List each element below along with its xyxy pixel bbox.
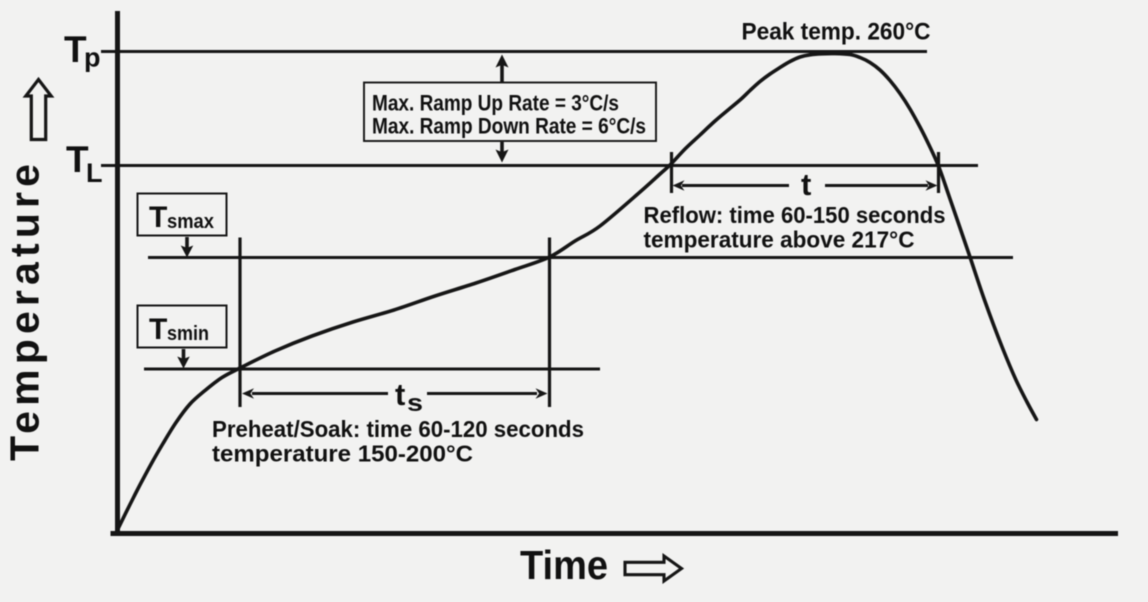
svg-text:Reflow: time 60-150 seconds: Reflow: time 60-150 seconds	[644, 202, 946, 228]
svg-text:T: T	[149, 201, 167, 234]
svg-text:Peak temp. 260°C: Peak temp. 260°C	[742, 19, 931, 46]
svg-text:Time: Time	[520, 542, 608, 588]
svg-text:Preheat/Soak: time 60-120 seco: Preheat/Soak: time 60-120 seconds	[212, 416, 584, 442]
svg-text:Max. Ramp Up Rate = 3°C/s: Max. Ramp Up Rate = 3°C/s	[372, 91, 619, 116]
svg-text:T: T	[149, 313, 167, 346]
svg-text:smax: smax	[167, 211, 214, 233]
svg-text:L: L	[86, 158, 103, 188]
svg-text:T: T	[64, 29, 87, 70]
svg-text:t: t	[395, 377, 405, 412]
svg-text:p: p	[84, 43, 101, 73]
svg-text:temperature 150-200°C: temperature 150-200°C	[212, 441, 473, 467]
svg-text:Max. Ramp Down Rate = 6°C/s: Max. Ramp Down Rate = 6°C/s	[372, 114, 646, 139]
svg-text:T: T	[66, 139, 89, 180]
svg-text:temperature above 217°C: temperature above 217°C	[644, 227, 915, 253]
svg-text:t: t	[801, 167, 811, 202]
svg-text:s: s	[407, 390, 423, 417]
svg-text:smin: smin	[167, 323, 209, 345]
svg-text:Temperature: Temperature	[2, 164, 48, 461]
